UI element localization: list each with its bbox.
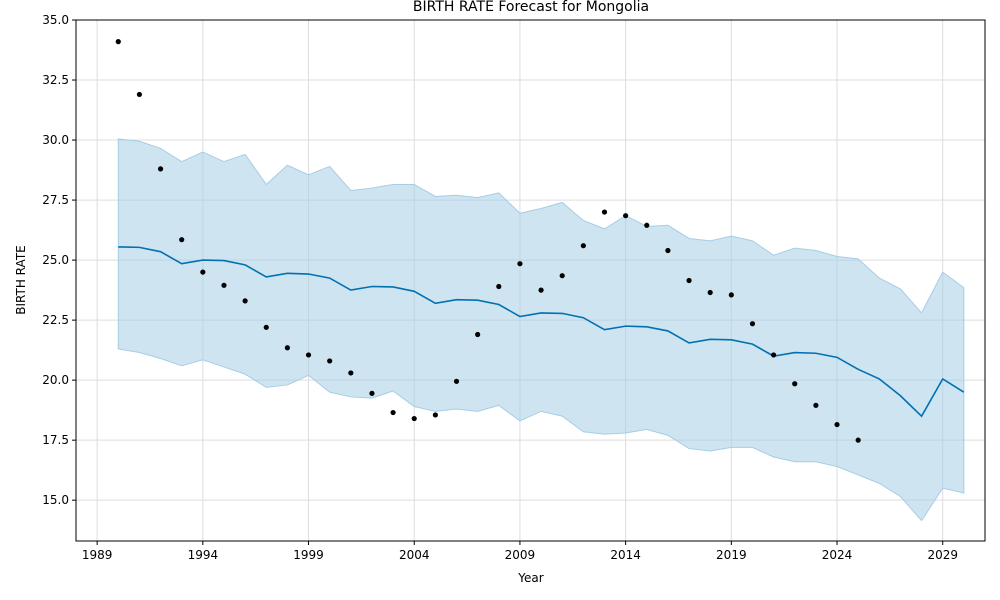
x-tick-label: 2029 bbox=[927, 548, 958, 562]
actual-point bbox=[200, 269, 206, 275]
actual-point bbox=[284, 345, 290, 351]
x-tick-label: 2019 bbox=[716, 548, 747, 562]
actual-point bbox=[348, 370, 354, 376]
actual-point bbox=[136, 91, 143, 98]
actual-point bbox=[432, 412, 438, 418]
y-axis: 15.0 17.5 20.0 22.5 25.0 27.5 30.0 32.5 35.0 bbox=[42, 13, 76, 507]
x-axis: 1989 1994 1999 2004 2009 2014 2019 2024 2029 bbox=[82, 541, 958, 562]
confidence-interval-band bbox=[117, 138, 965, 522]
plot-frame bbox=[75, 19, 986, 542]
actual-point bbox=[665, 247, 671, 254]
actual-point bbox=[686, 277, 692, 284]
actual-point bbox=[644, 222, 650, 228]
actual-point bbox=[792, 381, 798, 387]
y-tick-label: 17.5 bbox=[42, 433, 69, 447]
y-axis-title: BIRTH RATE bbox=[14, 245, 28, 314]
x-axis-title: Year bbox=[517, 571, 543, 585]
x-tick-label: 2004 bbox=[399, 548, 430, 562]
x-tick-label: 1989 bbox=[82, 548, 113, 562]
x-tick-label: 2009 bbox=[505, 548, 536, 562]
x-tick-label: 1994 bbox=[188, 548, 219, 562]
x-tick-label: 2014 bbox=[610, 548, 641, 562]
actual-point bbox=[369, 390, 375, 396]
actual-point bbox=[263, 324, 269, 330]
actual-point bbox=[115, 39, 121, 45]
y-tick-label: 15.0 bbox=[42, 493, 69, 507]
actual-points bbox=[115, 39, 861, 443]
forecast-line-group bbox=[118, 246, 965, 418]
actual-point bbox=[707, 289, 713, 296]
actual-point bbox=[327, 358, 333, 364]
y-tick-label: 32.5 bbox=[42, 73, 69, 87]
y-tick-label: 35.0 bbox=[42, 13, 69, 27]
actual-point bbox=[475, 331, 481, 338]
actual-point bbox=[242, 298, 248, 304]
y-tick-label: 30.0 bbox=[42, 133, 69, 147]
actual-point bbox=[157, 166, 164, 172]
actual-point bbox=[496, 283, 502, 290]
actual-point bbox=[749, 321, 756, 327]
actual-point bbox=[179, 237, 185, 243]
actual-point bbox=[559, 273, 565, 279]
actual-point bbox=[728, 292, 734, 298]
actual-point bbox=[390, 409, 396, 416]
actual-point bbox=[601, 209, 608, 215]
y-tick-label: 27.5 bbox=[42, 193, 69, 207]
actual-point bbox=[580, 243, 586, 249]
actual-point bbox=[305, 352, 312, 358]
forecast-line bbox=[118, 246, 965, 418]
y-tick-label: 25.0 bbox=[42, 253, 69, 267]
chart-title: BIRTH RATE Forecast for Mongolia bbox=[413, 0, 649, 15]
x-tick-label: 2024 bbox=[822, 548, 853, 562]
actual-point bbox=[221, 282, 227, 288]
actual-point bbox=[623, 213, 629, 219]
actual-point bbox=[813, 402, 819, 408]
actual-point bbox=[771, 352, 777, 358]
actual-point bbox=[855, 437, 861, 443]
actual-point bbox=[538, 287, 544, 293]
actual-point bbox=[411, 415, 417, 422]
x-tick-label: 1999 bbox=[293, 548, 324, 562]
uncertainty-band bbox=[117, 138, 965, 522]
y-tick-label: 20.0 bbox=[42, 373, 69, 387]
actual-point bbox=[834, 421, 840, 428]
actual-point bbox=[453, 378, 460, 384]
y-tick-label: 22.5 bbox=[42, 313, 69, 327]
actual-point bbox=[517, 261, 523, 267]
